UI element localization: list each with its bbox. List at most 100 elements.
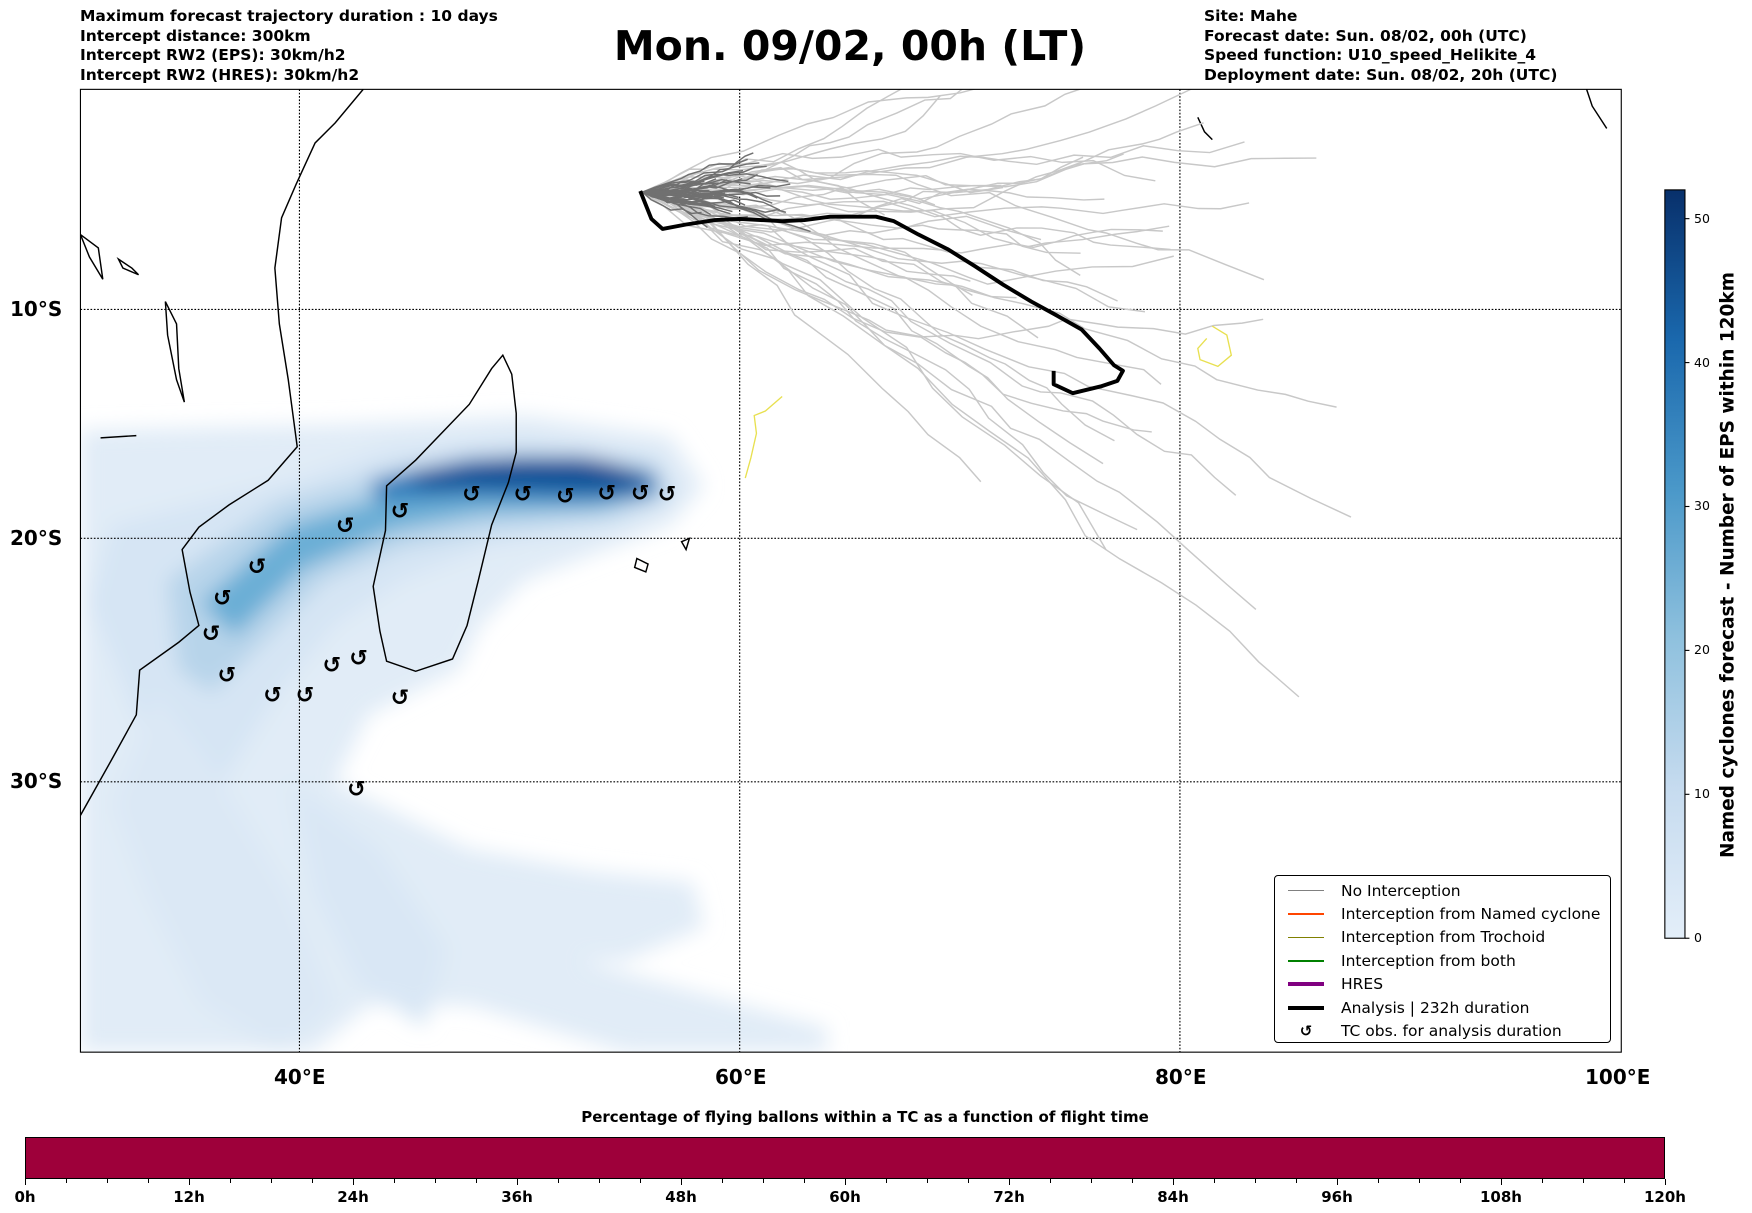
colorbar-ticks — [1684, 218, 1690, 939]
tc-obs-icon: ↺ — [597, 480, 616, 506]
trajectory-line — [642, 191, 1257, 610]
flight-time-tick — [25, 1179, 26, 1185]
flight-time-tick-label: 72h — [993, 1188, 1025, 1206]
tc-obs-icon: ↺ — [336, 513, 355, 539]
map-frame — [79, 88, 1622, 1053]
tc-obs-icon: ↺ — [263, 683, 282, 709]
intercept-eps-text: Intercept RW2 (EPS): 30km/h2 — [80, 46, 346, 64]
eps-density-field — [80, 415, 827, 1053]
flight-time-tick — [1173, 1179, 1174, 1185]
flight-time-tick — [517, 1179, 518, 1185]
trajectory-line — [642, 191, 787, 214]
legend-item: Interception from Trochoid — [1275, 926, 1610, 949]
flight-time-tick-label: 12h — [173, 1188, 205, 1206]
legend-label: Interception from Trochoid — [1341, 928, 1546, 947]
colorbar-tick-label: 50 — [1694, 210, 1710, 226]
trajectory-line — [642, 191, 1300, 698]
legend-item: Interception from both — [1275, 949, 1610, 972]
coastlines — [80, 89, 1608, 816]
eps-trajectories-near — [641, 152, 811, 233]
flight-time-tick — [271, 1179, 272, 1183]
legend-item: HRES — [1275, 973, 1610, 996]
flight-time-tick — [1214, 1179, 1215, 1183]
flight-time-tick — [148, 1179, 149, 1183]
flight-time-tick — [763, 1179, 764, 1183]
max-duration-text: Maximum forecast trajectory duration : 1… — [80, 7, 498, 25]
colorbar-tick-label: 40 — [1694, 354, 1710, 370]
flight-time-tick-label: 24h — [337, 1188, 369, 1206]
flight-time-tick — [804, 1179, 805, 1183]
tc-obs-icon: ↺ — [248, 554, 267, 580]
flight-time-tick — [1337, 1179, 1338, 1185]
lon-label-80e: 80°E — [1155, 1065, 1207, 1089]
tc-obs-icon: ↺ — [631, 480, 650, 506]
legend-item: ↺ TC obs. for analysis duration — [1275, 1019, 1610, 1042]
lon-label-100e: 100°E — [1585, 1065, 1651, 1089]
legend-label: Analysis | 232h duration — [1341, 998, 1530, 1017]
flight-time-tick — [1378, 1179, 1379, 1183]
flight-time-tick — [1255, 1179, 1256, 1183]
flight-time-tick — [558, 1179, 559, 1183]
tc-obs-icon: ↺ — [514, 482, 533, 508]
trajectory-line — [642, 185, 1081, 276]
legend-label: Interception from Named cyclone — [1341, 905, 1601, 924]
flight-time-tick-label: 36h — [501, 1188, 533, 1206]
tc-obs-icon: ↺ — [213, 585, 232, 611]
flight-time-tick-label: 120h — [1644, 1188, 1686, 1206]
trajectory-line — [642, 191, 982, 483]
trajectory-line — [642, 89, 976, 193]
tc-obs-icon: ↺ — [217, 662, 236, 688]
trajectory-line — [642, 95, 941, 193]
flight-time-bar — [25, 1137, 1665, 1179]
flight-time-tick — [107, 1179, 108, 1183]
colorbar-tick-label: 20 — [1694, 642, 1710, 658]
trajectory-line — [642, 89, 1082, 197]
lat-label-10s: 10°S — [10, 297, 63, 321]
legend-line-icon — [1283, 913, 1329, 915]
flight-time-tick — [1501, 1179, 1502, 1185]
trajectory-line — [642, 158, 748, 193]
flight-time-tick — [353, 1179, 354, 1185]
tc-obs-icon: ↺ — [347, 776, 366, 802]
flight-time-tick — [640, 1179, 641, 1183]
analysis-trajectory — [638, 190, 1125, 396]
legend-item: Interception from Named cyclone — [1275, 902, 1610, 925]
africa-coastline — [80, 89, 364, 816]
flight-time-tick — [1460, 1179, 1461, 1183]
lon-label-40e: 40°E — [274, 1065, 326, 1089]
trajectory-line — [642, 191, 1237, 496]
header-right: Site: Mahe Forecast date: Sun. 08/02, 00… — [1204, 7, 1557, 85]
yellow-trajectory — [744, 396, 783, 479]
flight-time-tick — [1296, 1179, 1297, 1183]
flight-time-tick — [681, 1179, 682, 1185]
flight-time-tick — [435, 1179, 436, 1183]
legend-line-icon — [1283, 890, 1329, 892]
tc-obs-icon: ↺ — [391, 498, 410, 524]
flight-time-tick — [1542, 1179, 1543, 1183]
eps-trajectories-far — [642, 89, 1352, 698]
colorbar-tick-label: 30 — [1694, 498, 1710, 514]
flight-time-tick-label: 108h — [1480, 1188, 1522, 1206]
flight-time-tick — [230, 1179, 231, 1183]
trajectory-line — [642, 89, 903, 193]
flight-time-tick — [927, 1179, 928, 1183]
trajectory-line — [642, 191, 781, 202]
flight-time-tick — [312, 1179, 313, 1183]
trajectory-line — [642, 191, 1107, 551]
tc-obs-icon: ↺ — [462, 482, 481, 508]
flight-time-tick — [394, 1179, 395, 1183]
flight-time-bar-title: Percentage of flying ballons within a TC… — [581, 1108, 1149, 1126]
flight-time-tick-label: 60h — [829, 1188, 861, 1206]
trajectory-line — [642, 188, 773, 204]
tc-obs-icon: ↺ — [658, 482, 677, 508]
trajectory-line — [642, 191, 1352, 518]
colorbar-tick-label: 0 — [1694, 930, 1702, 946]
tc-obs-icon: ↺ — [349, 646, 368, 672]
trajectory-line — [642, 191, 1118, 302]
yellow-trajectory — [1197, 325, 1233, 368]
legend-item: No Interception — [1275, 879, 1610, 902]
flight-time-tick — [189, 1179, 190, 1185]
flight-time-tick — [1050, 1179, 1051, 1183]
deployment-date-text: Deployment date: Sun. 08/02, 20h (UTC) — [1204, 65, 1558, 84]
